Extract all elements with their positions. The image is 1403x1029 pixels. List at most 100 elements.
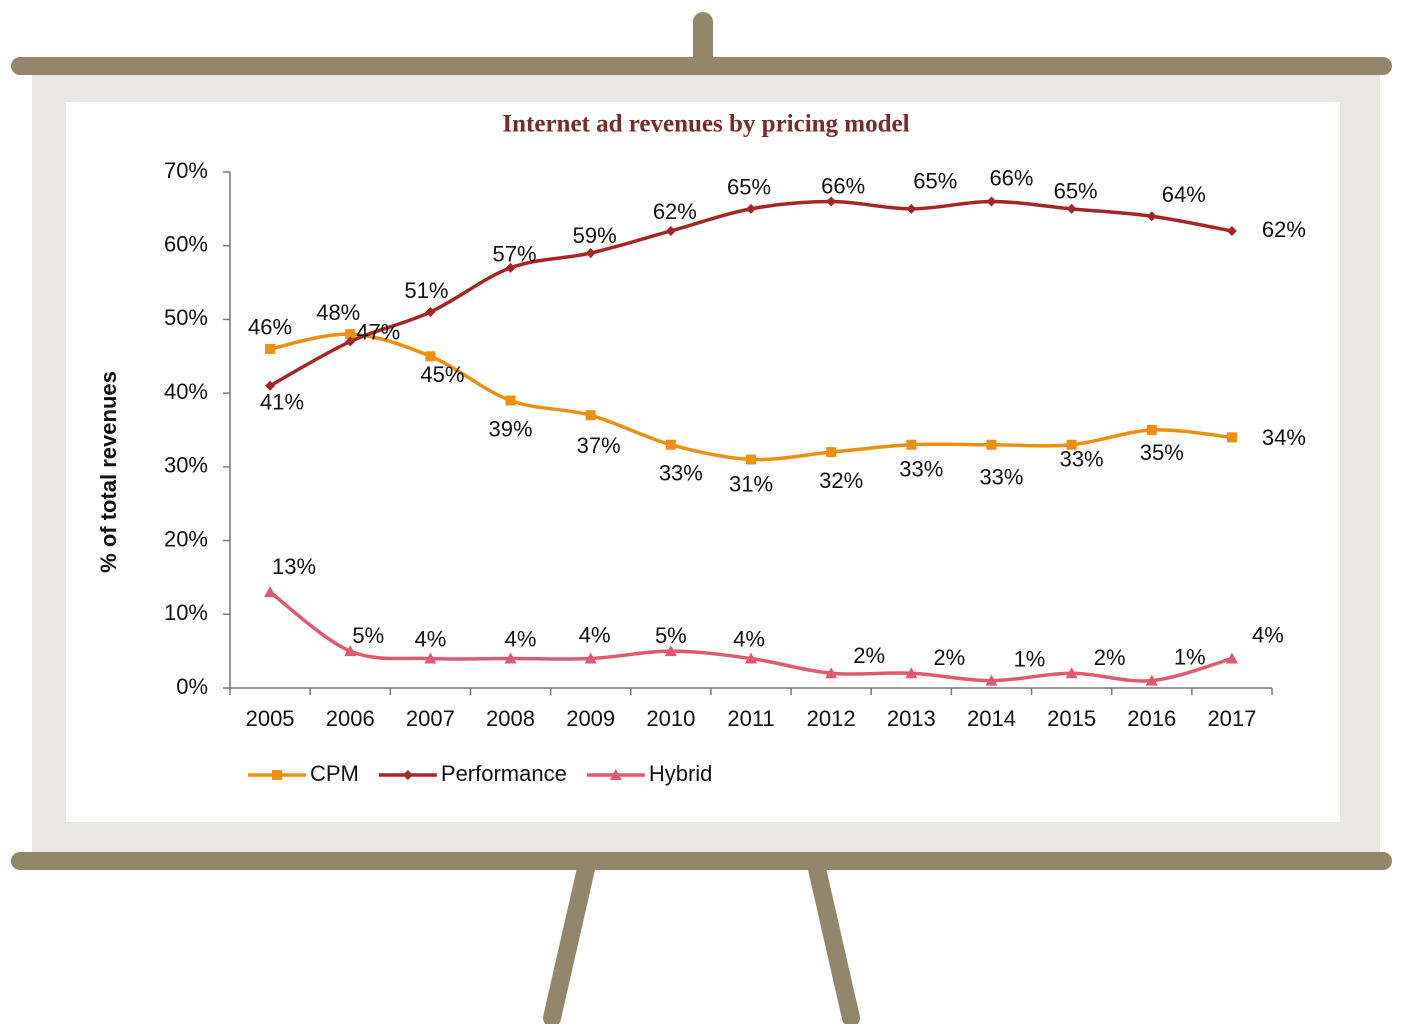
data-label: 13% xyxy=(272,554,316,579)
data-label: 65% xyxy=(913,169,957,194)
legend-marker xyxy=(272,770,282,780)
point xyxy=(344,645,357,657)
data-label: 45% xyxy=(420,362,464,387)
point xyxy=(425,351,436,362)
y-tick-label: 30% xyxy=(164,453,208,478)
data-label: 51% xyxy=(404,278,448,303)
point xyxy=(825,667,838,679)
point xyxy=(986,439,997,450)
point xyxy=(664,645,677,657)
point xyxy=(1226,432,1237,443)
data-label: 48% xyxy=(316,300,360,325)
data-label: 41% xyxy=(260,390,304,415)
data-label: 35% xyxy=(1140,440,1184,465)
point xyxy=(1066,439,1077,450)
data-label: 57% xyxy=(493,242,537,267)
data-label: 65% xyxy=(1054,179,1098,204)
point xyxy=(746,203,756,214)
point xyxy=(986,196,997,207)
point xyxy=(585,410,596,421)
point xyxy=(665,439,676,450)
legend-marker xyxy=(402,770,413,780)
data-label: 37% xyxy=(577,433,621,458)
data-label: 62% xyxy=(653,199,697,224)
point xyxy=(665,225,676,236)
y-axis-label: % of total revenues xyxy=(96,371,121,573)
data-label: 4% xyxy=(505,626,537,651)
legend-label: CPM xyxy=(310,761,359,786)
point xyxy=(345,329,356,340)
point xyxy=(585,248,596,259)
data-label: 2% xyxy=(1094,645,1126,670)
data-label: 34% xyxy=(1262,425,1306,450)
data-label: 33% xyxy=(979,465,1023,490)
y-tick-label: 40% xyxy=(164,379,208,404)
point xyxy=(265,380,276,391)
point xyxy=(345,336,356,347)
data-label: 4% xyxy=(733,626,765,651)
data-label: 4% xyxy=(1252,622,1284,647)
y-tick-label: 10% xyxy=(164,600,208,625)
x-tick-label: 2014 xyxy=(967,706,1016,731)
x-tick-label: 2015 xyxy=(1047,706,1096,731)
point xyxy=(985,674,998,686)
data-label: 2% xyxy=(933,645,965,670)
x-tick-label: 2005 xyxy=(246,706,295,731)
data-label: 4% xyxy=(579,622,611,647)
data-label: 46% xyxy=(248,315,292,340)
data-label: 47% xyxy=(356,319,400,344)
point xyxy=(505,395,516,406)
y-tick-label: 70% xyxy=(164,158,208,183)
point xyxy=(424,652,437,664)
data-label: 33% xyxy=(899,457,943,482)
point xyxy=(905,667,918,679)
point xyxy=(826,447,837,458)
point xyxy=(745,652,757,664)
x-tick-label: 2010 xyxy=(646,706,695,731)
chart-title: Internet ad revenues by pricing model xyxy=(502,111,909,138)
x-tick-label: 2013 xyxy=(887,706,936,731)
point xyxy=(265,343,276,354)
point xyxy=(746,454,756,465)
x-tick-label: 2006 xyxy=(326,706,375,731)
x-tick-label: 2016 xyxy=(1127,706,1176,731)
data-label: 4% xyxy=(414,626,446,651)
data-label: 5% xyxy=(352,623,384,648)
point xyxy=(504,652,517,664)
data-label: 66% xyxy=(821,173,865,198)
x-tick-label: 2009 xyxy=(566,706,615,731)
legend-marker xyxy=(609,769,622,780)
point xyxy=(1066,203,1077,214)
point xyxy=(906,203,917,214)
point xyxy=(1225,652,1238,664)
data-label: 62% xyxy=(1262,217,1306,242)
y-tick-label: 0% xyxy=(176,674,208,699)
point xyxy=(1065,667,1078,679)
y-tick-label: 50% xyxy=(164,305,208,330)
data-label: 1% xyxy=(1014,646,1046,671)
data-label: 33% xyxy=(659,461,703,486)
y-tick-label: 20% xyxy=(164,526,208,551)
data-label: 32% xyxy=(819,468,863,493)
point xyxy=(826,196,837,207)
x-tick-label: 2008 xyxy=(486,706,535,731)
point xyxy=(906,439,917,450)
point xyxy=(425,307,436,318)
x-tick-label: 2011 xyxy=(727,706,774,731)
data-label: 31% xyxy=(729,471,773,496)
x-tick-label: 2017 xyxy=(1207,706,1256,731)
easel xyxy=(11,12,1392,1027)
data-label: 66% xyxy=(989,165,1033,190)
x-tick-label: 2012 xyxy=(807,706,856,731)
point xyxy=(1146,211,1157,222)
legend-label: Performance xyxy=(441,761,567,786)
y-tick-label: 60% xyxy=(164,232,208,257)
data-label: 39% xyxy=(489,416,533,441)
data-label: 59% xyxy=(573,223,617,248)
data-label: 1% xyxy=(1174,644,1206,669)
data-label: 5% xyxy=(655,623,687,648)
point xyxy=(264,586,277,598)
data-label: 33% xyxy=(1060,447,1104,472)
legend-label: Hybrid xyxy=(649,761,713,786)
